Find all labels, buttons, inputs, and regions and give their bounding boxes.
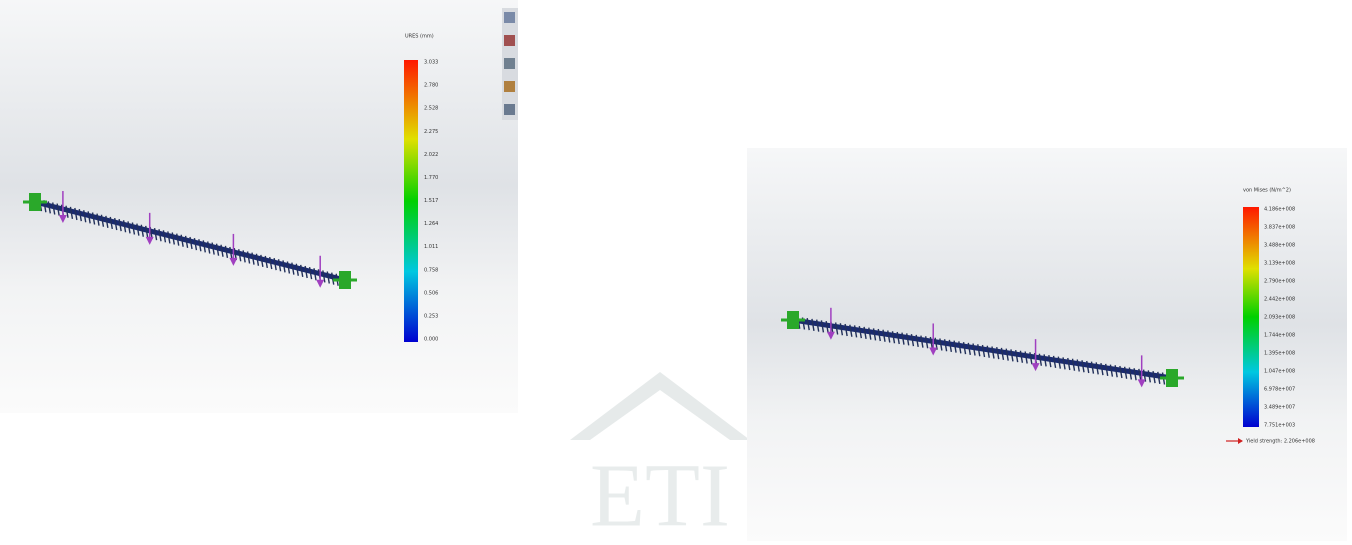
legend-label: 3.837e+008 [1264,225,1295,231]
legend-label: 1.770 [424,175,438,181]
legend-label: 0.506 [424,290,438,296]
legend-label: 3.139e+008 [1264,261,1295,267]
tool-icon[interactable] [504,58,515,69]
legend-label: 2.528 [424,106,438,112]
watermark-shape [570,372,750,440]
tool-icon[interactable] [504,104,515,115]
tool-icon[interactable] [504,35,515,46]
watermark-text: ETI [590,447,730,541]
color-bar [404,60,418,342]
screenshot: ETI URES (mm) 3.033 2.780 2.528 2.275 2.022 1… [0,0,1352,541]
legend-label: 1.264 [424,221,438,227]
legend-label: 0.253 [424,313,438,319]
legend-label: 3.033 [424,60,438,66]
legend-label: 2.780 [424,83,438,89]
legend-label: 3.489e+007 [1264,405,1295,411]
legend-title: von Mises (N/m^2) [1243,188,1291,194]
legend-label: 3.488e+008 [1264,243,1295,249]
legend-label: 0.758 [424,267,438,273]
tool-icon[interactable] [504,12,515,23]
legend-label: 2.442e+008 [1264,297,1295,303]
left-panel: URES (mm) 3.033 2.780 2.528 2.275 2.022 1.770… [0,0,518,413]
legend-label: 0.000 [424,337,438,343]
legend-label: 1.011 [424,244,438,250]
color-bar [1243,207,1259,427]
legend-label: 7.751e+003 [1264,423,1295,429]
tool-icon[interactable] [504,81,515,92]
legend-label: 1.744e+008 [1264,333,1295,339]
legend-label: 1.395e+008 [1264,351,1295,357]
legend-label: 1.517 [424,198,438,204]
legend-title: URES (mm) [405,34,434,40]
legend-label: 2.022 [424,152,438,158]
right-panel: von Mises (N/m^2) Yield strength: 2.206e… [747,148,1347,541]
legend-label: 1.047e+008 [1264,369,1295,375]
yield-label: Yield strength: 2.206e+008 [1245,439,1315,445]
legend-label: 6.978e+007 [1264,387,1295,393]
viewport-bg [0,0,518,413]
legend-label: 2.790e+008 [1264,279,1295,285]
legend-label: 4.186e+008 [1264,207,1295,213]
page: ETI URES (mm) 3.033 2.780 2.528 2.275 2.022 1… [0,0,1352,541]
legend-label: 2.275 [424,129,438,135]
legend-label: 2.093e+008 [1264,315,1295,321]
